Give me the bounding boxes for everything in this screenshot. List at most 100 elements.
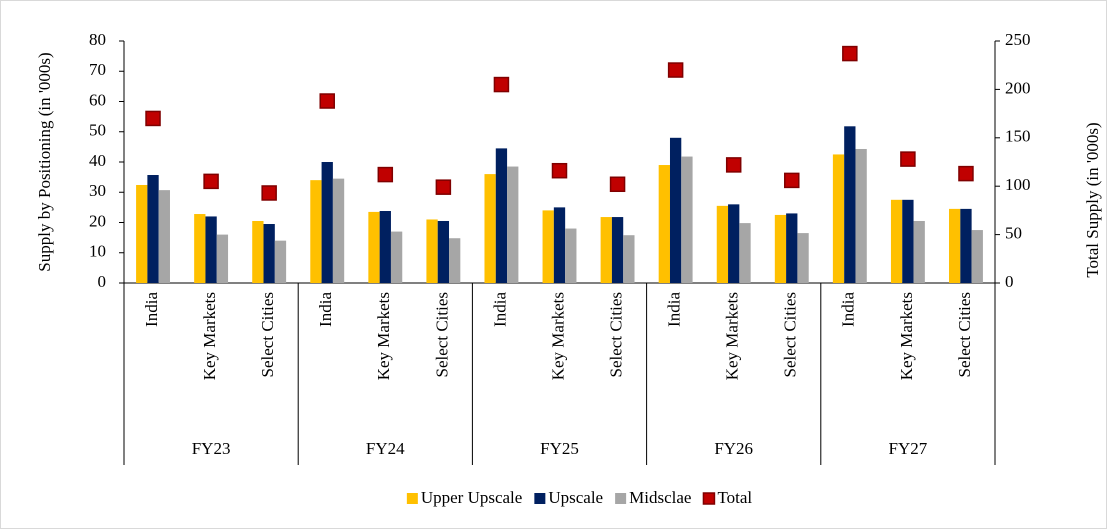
- bar: [484, 174, 496, 283]
- bar: [274, 240, 287, 283]
- bar: [426, 219, 438, 283]
- marker: [842, 45, 858, 62]
- bar: [379, 211, 391, 283]
- y-tick-label: 40: [89, 151, 106, 170]
- y-tick-label: 0: [98, 272, 107, 291]
- x-tick-label: India: [316, 292, 335, 327]
- y2-tick-label: 100: [1005, 175, 1031, 194]
- bar: [263, 224, 275, 283]
- y-tick-label: 60: [89, 90, 106, 109]
- x-tick-label: India: [839, 292, 858, 327]
- bar: [449, 238, 461, 283]
- x-tick-label: Select Cities: [781, 292, 800, 377]
- y-tick-label: 80: [89, 30, 106, 49]
- marker: [725, 157, 742, 173]
- y-tick-label: 30: [89, 181, 106, 200]
- y2-tick-label: 250: [1005, 30, 1031, 49]
- x-tick-label: India: [665, 292, 684, 327]
- bar: [658, 165, 670, 283]
- group-label: FY24: [366, 439, 405, 458]
- marker: [667, 62, 684, 78]
- bar: [136, 184, 148, 283]
- bar: [797, 233, 809, 283]
- legend-swatch: [615, 493, 627, 504]
- legend-swatch: [406, 493, 418, 504]
- bar: [669, 137, 682, 283]
- group-label: FY23: [192, 439, 231, 458]
- bar: [158, 190, 170, 283]
- bar: [786, 213, 798, 283]
- marker: [958, 165, 974, 182]
- marker: [609, 176, 626, 193]
- bar: [542, 210, 554, 283]
- marker: [784, 172, 800, 189]
- legend-swatch: [702, 492, 716, 505]
- bar: [949, 208, 961, 283]
- y-tick-label: 50: [89, 121, 106, 140]
- bar: [728, 204, 740, 283]
- legend-swatch: [534, 493, 546, 504]
- x-tick-label: Key Markets: [897, 292, 916, 380]
- bar: [390, 231, 403, 283]
- x-tick-label: Select Cities: [606, 292, 625, 377]
- marker: [435, 179, 452, 195]
- legend-label: Total: [717, 488, 752, 507]
- marker: [145, 110, 161, 127]
- y2-tick-label: 200: [1005, 78, 1031, 97]
- x-tick-label: India: [142, 292, 161, 327]
- marker: [377, 166, 394, 183]
- bar: [495, 148, 508, 283]
- y-tick-label: 70: [89, 60, 106, 79]
- y-tick-label: 10: [89, 242, 106, 261]
- bar: [971, 230, 983, 283]
- x-tick-label: Key Markets: [548, 292, 567, 380]
- marker: [203, 173, 219, 190]
- bar: [600, 217, 612, 283]
- bar: [832, 154, 845, 283]
- bar: [368, 211, 380, 283]
- group-label: FY26: [714, 439, 753, 458]
- bar: [437, 220, 450, 283]
- bar: [844, 126, 856, 284]
- bar: [507, 166, 519, 283]
- bar: [310, 180, 322, 283]
- x-tick-label: Key Markets: [723, 292, 742, 380]
- bar: [194, 214, 206, 283]
- bar: [681, 156, 693, 283]
- y2-axis-title: Total Supply (in '000s): [1083, 122, 1102, 277]
- x-tick-label: India: [490, 292, 509, 327]
- bar: [739, 223, 751, 283]
- y2-tick-label: 0: [1005, 272, 1014, 291]
- legend-label: Upper Upscale: [421, 488, 523, 507]
- bar: [553, 207, 566, 283]
- bar: [252, 220, 264, 283]
- bar: [716, 205, 729, 283]
- y2-tick-label: 150: [1005, 127, 1031, 146]
- bar: [205, 216, 217, 283]
- y2-tick-label: 50: [1005, 224, 1022, 243]
- x-tick-label: Key Markets: [374, 292, 393, 380]
- group-label: FY27: [889, 439, 928, 458]
- bar: [321, 162, 333, 283]
- bar: [611, 217, 624, 283]
- marker: [551, 162, 568, 179]
- marker: [493, 76, 510, 93]
- bar: [774, 214, 787, 283]
- y-tick-label: 20: [89, 211, 106, 230]
- x-tick-label: Select Cities: [432, 292, 451, 377]
- bar: [332, 178, 345, 283]
- marker: [319, 93, 335, 109]
- x-tick-label: Select Cities: [258, 292, 277, 377]
- bar: [623, 235, 635, 283]
- bar: [147, 175, 159, 283]
- bar: [216, 234, 229, 283]
- bar: [890, 199, 903, 283]
- x-tick-label: Select Cities: [955, 292, 974, 377]
- marker: [900, 151, 916, 167]
- x-tick-label: Key Markets: [200, 292, 219, 380]
- bar: [902, 199, 914, 283]
- legend-label: Midsclae: [629, 488, 691, 507]
- legend-label: Upscale: [548, 488, 603, 507]
